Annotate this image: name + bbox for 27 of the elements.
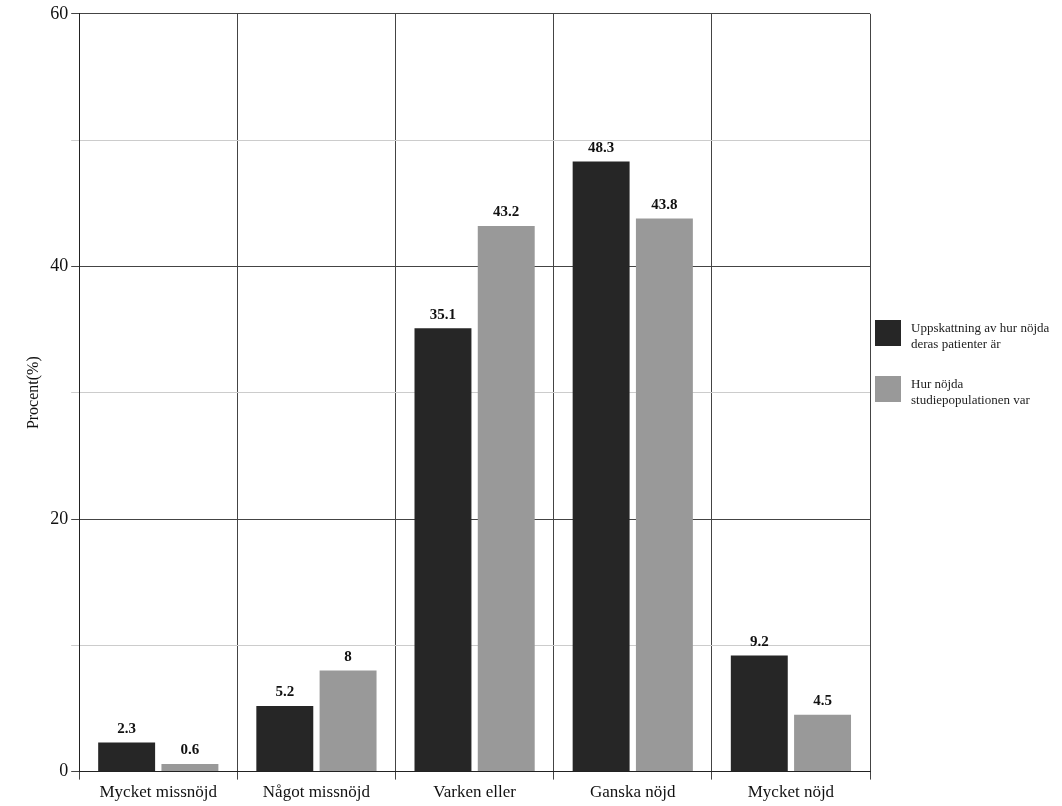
bar (477, 225, 535, 772)
y-axis-title: Procent(%) (23, 356, 42, 430)
data-label: 5.2 (275, 683, 295, 700)
data-label: 43.8 (651, 195, 678, 212)
data-label: 8 (344, 647, 352, 664)
x-tick-label: Mycket missnöjd (99, 782, 218, 802)
data-label: 2.3 (117, 719, 137, 736)
data-label: 35.1 (429, 305, 457, 322)
legend-label: Hur nöjda studiepopulationen var (911, 376, 1031, 408)
x-tick-label: Varken eller (433, 782, 517, 802)
y-tick-label: 60 (50, 2, 69, 23)
y-tick-label: 40 (50, 255, 69, 276)
data-label: 4.5 (813, 692, 832, 709)
bar (161, 764, 219, 772)
x-tick-label: Ganska nöjd (590, 782, 676, 802)
bar (319, 670, 377, 772)
y-tick-label: 0 (59, 760, 69, 781)
data-label: 0.6 (180, 741, 200, 758)
data-label: 43.2 (493, 203, 520, 220)
bar (635, 218, 693, 772)
bar (794, 714, 852, 772)
data-label: 9.2 (749, 632, 769, 649)
x-tick-label: Något missnöjd (262, 782, 371, 802)
x-tick-label: Mycket nöjd (747, 782, 835, 802)
y-tick-label: 20 (50, 507, 69, 528)
data-label: 48.3 (588, 138, 615, 155)
legend-label: Uppskattning av hur nöjda deras patienter är (911, 320, 1051, 352)
